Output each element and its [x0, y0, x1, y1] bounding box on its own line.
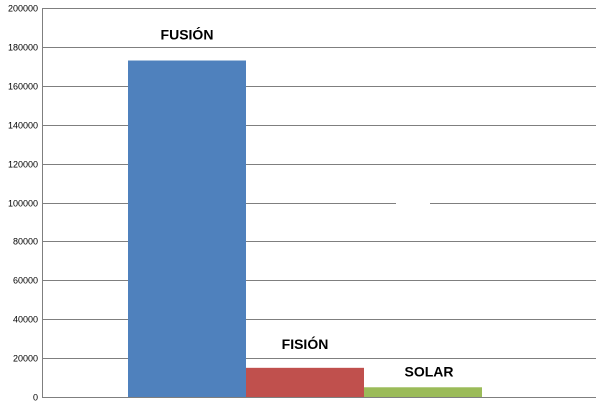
bar-label: FISIÓN	[282, 335, 329, 352]
bar-2	[246, 367, 364, 397]
bar-label: FUSIÓN	[161, 26, 214, 43]
bar-3	[364, 387, 482, 397]
bar-label: SOLAR	[405, 363, 454, 379]
bars	[128, 60, 482, 397]
y-tick-label: 60000	[13, 276, 38, 286]
bar-labels: FUSIÓN FISIÓN SOLAR	[161, 26, 454, 380]
y-tick-label: 100000	[8, 199, 38, 209]
bar-1	[128, 60, 246, 397]
y-tick-label: 80000	[13, 237, 38, 247]
gridline-gap	[396, 201, 430, 206]
y-tick-label: 160000	[8, 82, 38, 92]
y-tick-label: 180000	[8, 43, 38, 53]
y-tick-label: 120000	[8, 160, 38, 170]
y-tick-label: 20000	[13, 354, 38, 364]
y-axis-ticks: 0 20000 40000 60000 80000 100000 120000 140000 1…	[8, 4, 38, 403]
y-tick-label: 200000	[8, 4, 38, 14]
y-tick-label: 0	[33, 393, 38, 403]
y-tick-label: 40000	[13, 315, 38, 325]
y-tick-label: 140000	[8, 121, 38, 131]
gridline-gap-mask	[396, 201, 430, 206]
